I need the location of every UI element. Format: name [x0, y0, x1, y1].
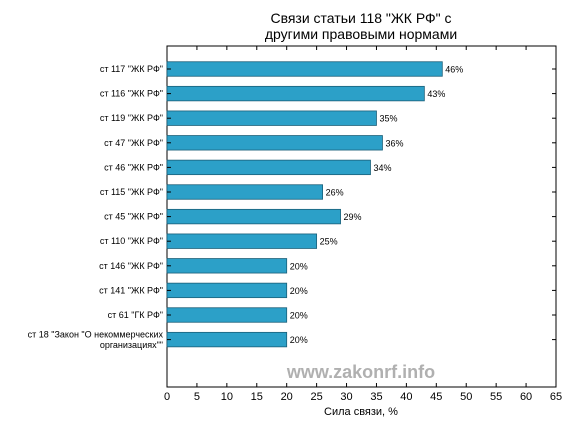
data-label-3: 35% [379, 114, 397, 124]
x-tick-label-20: 20 [281, 391, 293, 403]
chart-title-line-1: Связи статьи 118 "ЖК РФ" с [270, 10, 451, 26]
data-label-7: 29% [344, 212, 362, 222]
data-label-1: 46% [445, 65, 463, 75]
x-tick-label-55: 55 [490, 391, 502, 403]
x-tick-label-60: 60 [520, 391, 532, 403]
x-tick-label-30: 30 [340, 391, 352, 403]
bar-6 [166, 184, 324, 200]
category-label-10: ст 141 "ЖК РФ" [99, 285, 163, 295]
watermark: www.zakonrf.info [286, 362, 435, 382]
bar-1 [166, 61, 443, 77]
x-tick-label-40: 40 [400, 391, 412, 403]
category-label-6: ст 115 "ЖК РФ" [100, 187, 163, 197]
x-tick-label-35: 35 [370, 391, 382, 403]
category-label-3: ст 119 "ЖК РФ" [100, 113, 163, 123]
bar-12 [166, 331, 288, 348]
x-tick-label-15: 15 [251, 391, 263, 403]
data-label-4: 36% [385, 138, 403, 148]
category-label-12-line-1: ст 18 "Закон "О некоммерческих [28, 329, 164, 339]
chart-title-line-2: другими правовыми нормами [265, 26, 457, 42]
data-label-12: 20% [290, 335, 308, 345]
bar-11 [166, 307, 288, 323]
x-tick-label-0: 0 [164, 391, 170, 403]
category-label-11: ст 61 "ГК РФ" [108, 310, 163, 320]
category-label-1: ст 117 "ЖК РФ" [100, 64, 163, 74]
bar-4 [166, 135, 383, 151]
bar-3 [166, 110, 377, 126]
x-axis-label: Сила связи, % [324, 406, 398, 418]
x-tick-label-50: 50 [460, 391, 472, 403]
category-label-7: ст 45 "ЖК РФ" [104, 212, 163, 222]
category-label-5: ст 46 "ЖК РФ" [104, 162, 163, 172]
bar-8 [166, 233, 318, 249]
bar-5 [166, 159, 371, 176]
data-label-5: 34% [373, 163, 391, 173]
category-label-12-line-2: организациях"" [100, 340, 163, 350]
x-tick-label-65: 65 [550, 391, 562, 403]
category-label-9: ст 146 "ЖК РФ" [99, 261, 163, 271]
x-tick-label-45: 45 [430, 391, 442, 403]
data-label-8: 25% [320, 237, 338, 247]
bar-2 [166, 85, 425, 102]
data-label-2: 43% [427, 89, 445, 99]
data-label-10: 20% [290, 286, 308, 296]
bar-9 [166, 258, 288, 274]
x-tick-label-5: 5 [194, 391, 200, 403]
data-label-9: 20% [290, 261, 308, 271]
data-label-11: 20% [290, 311, 308, 321]
category-label-2: ст 116 "ЖК РФ" [100, 89, 163, 99]
category-label-4: ст 47 "ЖК РФ" [104, 138, 163, 148]
bar-10 [166, 282, 288, 299]
x-tick-label-10: 10 [221, 391, 233, 403]
x-tick-label-25: 25 [310, 391, 322, 403]
category-label-8: ст 110 "ЖК РФ" [100, 236, 163, 246]
bar-7 [166, 208, 341, 225]
data-label-6: 26% [326, 188, 344, 198]
